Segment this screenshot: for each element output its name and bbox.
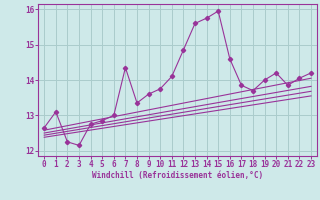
X-axis label: Windchill (Refroidissement éolien,°C): Windchill (Refroidissement éolien,°C) bbox=[92, 171, 263, 180]
